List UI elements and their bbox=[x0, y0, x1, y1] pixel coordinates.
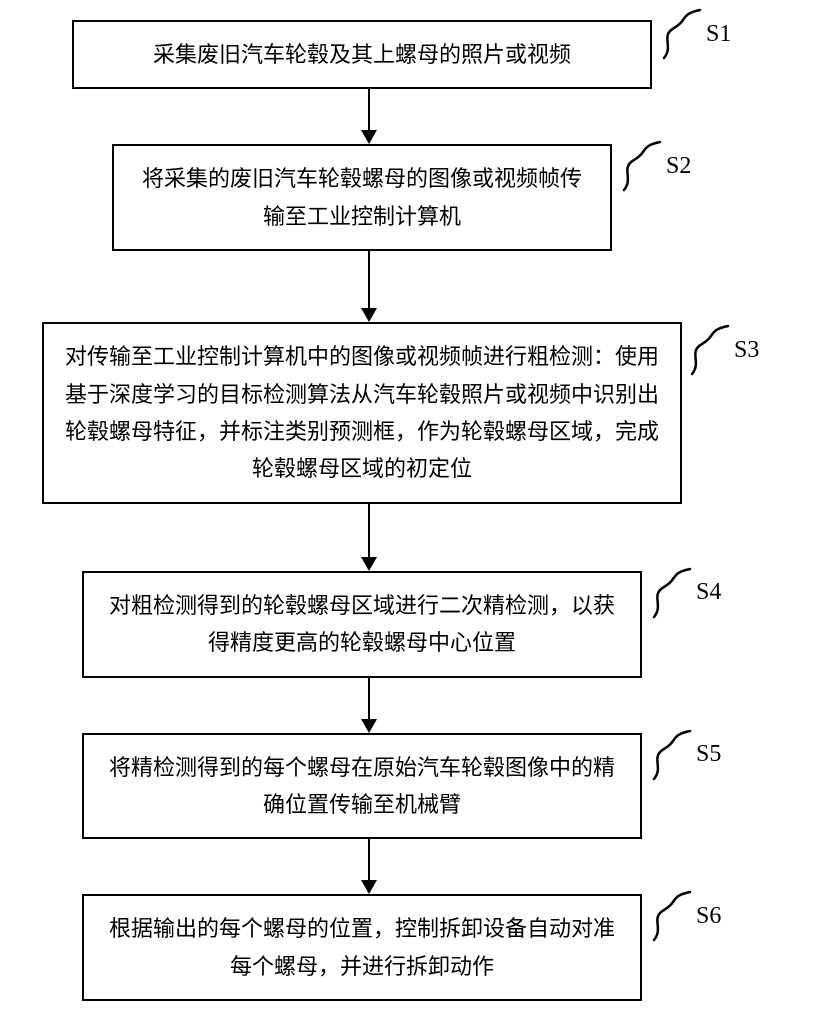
step-s6: 根据输出的每个螺母的位置，控制拆卸设备自动对准每个螺母，并进行拆卸动作 S6 bbox=[20, 894, 794, 1001]
arrow-head-icon bbox=[361, 880, 377, 894]
squiggle-connector bbox=[688, 322, 732, 378]
step-label-wrap: S5 bbox=[650, 727, 721, 783]
arrow-line bbox=[368, 839, 370, 881]
squiggle-connector bbox=[650, 565, 694, 621]
step-s3: 对传输至工业控制计算机中的图像或视频帧进行粗检测：使用基于深度学习的目标检测算法… bbox=[20, 322, 794, 504]
arrow-down bbox=[20, 251, 794, 322]
arrow-line bbox=[368, 89, 370, 131]
step-box: 将采集的废旧汽车轮毂螺母的图像或视频帧传输至工业控制计算机 bbox=[112, 144, 612, 251]
flowchart-container: 采集废旧汽车轮毂及其上螺母的照片或视频 S1 将采集的废旧汽车轮毂螺母的图像或视频帧… bbox=[20, 20, 794, 1001]
arrow-down bbox=[20, 504, 794, 571]
arrow-down bbox=[20, 678, 794, 733]
step-label: S2 bbox=[666, 153, 691, 180]
arrow-head-icon bbox=[361, 308, 377, 322]
step-label-wrap: S1 bbox=[660, 6, 731, 62]
arrow-line bbox=[368, 678, 370, 720]
squiggle-connector bbox=[620, 138, 664, 194]
step-box: 采集废旧汽车轮毂及其上螺母的照片或视频 bbox=[72, 20, 652, 89]
arrow-line bbox=[368, 251, 370, 309]
arrow-down bbox=[20, 89, 794, 144]
step-box: 根据输出的每个螺母的位置，控制拆卸设备自动对准每个螺母，并进行拆卸动作 bbox=[82, 894, 642, 1001]
squiggle-connector bbox=[660, 6, 704, 62]
arrow-line bbox=[368, 504, 370, 558]
step-s2: 将采集的废旧汽车轮毂螺母的图像或视频帧传输至工业控制计算机 S2 bbox=[20, 144, 794, 251]
step-s5: 将精检测得到的每个螺母在原始汽车轮毂图像中的精确位置传输至机械臂 S5 bbox=[20, 733, 794, 840]
step-box: 对传输至工业控制计算机中的图像或视频帧进行粗检测：使用基于深度学习的目标检测算法… bbox=[42, 322, 682, 504]
step-label: S6 bbox=[696, 903, 721, 930]
step-box: 对粗检测得到的轮毂螺母区域进行二次精检测，以获得精度更高的轮毂螺母中心位置 bbox=[82, 571, 642, 678]
step-s4: 对粗检测得到的轮毂螺母区域进行二次精检测，以获得精度更高的轮毂螺母中心位置 S4 bbox=[20, 571, 794, 678]
arrow-down bbox=[20, 839, 794, 894]
step-label-wrap: S6 bbox=[650, 888, 721, 944]
step-label: S4 bbox=[696, 579, 721, 606]
step-label-wrap: S3 bbox=[688, 322, 759, 378]
squiggle-connector bbox=[650, 727, 694, 783]
arrow-head-icon bbox=[361, 719, 377, 733]
step-box: 将精检测得到的每个螺母在原始汽车轮毂图像中的精确位置传输至机械臂 bbox=[82, 733, 642, 840]
step-label-wrap: S4 bbox=[650, 565, 721, 621]
step-label: S5 bbox=[696, 741, 721, 768]
step-label-wrap: S2 bbox=[620, 138, 691, 194]
arrow-head-icon bbox=[361, 557, 377, 571]
squiggle-connector bbox=[650, 888, 694, 944]
step-s1: 采集废旧汽车轮毂及其上螺母的照片或视频 S1 bbox=[20, 20, 794, 89]
arrow-head-icon bbox=[361, 130, 377, 144]
step-label: S1 bbox=[706, 21, 731, 48]
step-label: S3 bbox=[734, 337, 759, 364]
